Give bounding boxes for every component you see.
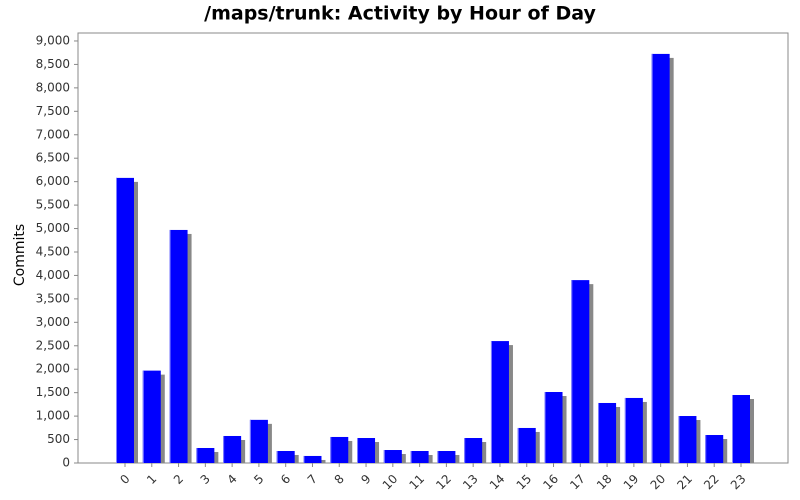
y-tick-label: 5,500 [36,198,70,212]
bar [517,427,536,463]
bar [276,450,295,463]
y-tick-label: 3,000 [36,315,70,329]
bar [196,447,215,463]
bar [651,53,670,463]
bar [598,402,617,463]
bar [330,436,349,463]
y-tick-label: 500 [47,432,70,446]
y-tick-label: 2,500 [36,338,70,352]
y-tick-label: 1,000 [36,409,70,423]
bar [223,435,242,463]
bar [357,438,376,463]
y-tick-label: 7,000 [36,127,70,141]
bar [732,395,750,463]
bar [464,438,483,463]
bar [383,450,402,463]
chart-title: /maps/trunk: Activity by Hour of Day [204,3,596,25]
y-tick-label: 8,500 [36,57,70,71]
y-tick-label: 2,000 [36,362,70,376]
bar [490,341,509,463]
y-axis-label: Commits [12,224,28,286]
bar [249,419,268,463]
y-tick-label: 9,000 [36,33,70,47]
y-tick-label: 3,500 [36,291,70,305]
bar [303,455,322,463]
bar [544,392,563,463]
y-tick-label: 5,000 [36,221,70,235]
y-tick-label: 4,000 [36,268,70,282]
y-tick-label: 8,000 [36,80,70,94]
bar [678,416,697,463]
bar [437,450,456,463]
y-tick-label: 6,000 [36,174,70,188]
bar [116,177,134,463]
bar [571,280,590,463]
bar [142,370,161,463]
y-tick-label: 1,500 [36,385,70,399]
y-tick-label: 7,500 [36,104,70,118]
bar [410,450,429,463]
y-tick-label: 6,500 [36,151,70,165]
bar [705,435,724,463]
bar [169,229,188,463]
bar [624,397,643,463]
y-tick-label: 0 [62,456,70,470]
y-tick-label: 4,500 [36,244,70,258]
